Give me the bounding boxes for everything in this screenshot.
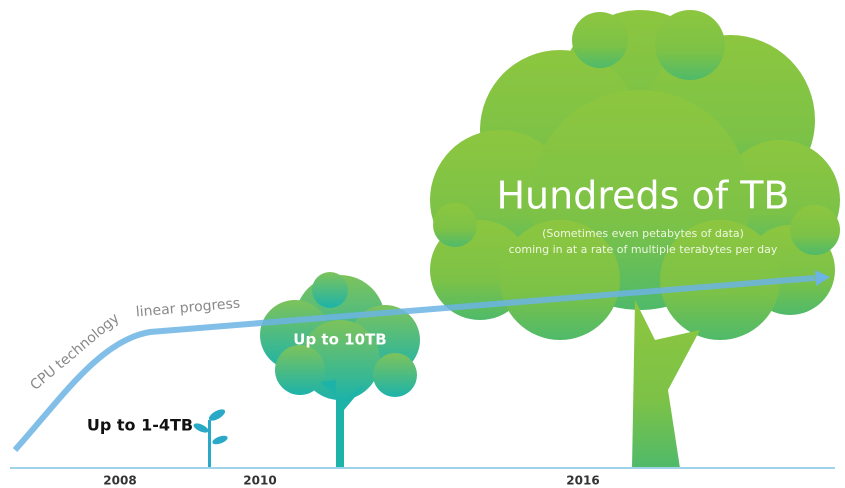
infographic: CPU technology linear progress Up to 1-4… — [0, 0, 845, 488]
tree-title: Hundreds of TB — [496, 174, 789, 218]
tree-label: Up to 10TB — [293, 331, 386, 349]
year-label: 2008 — [103, 474, 136, 488]
year-label: 2016 — [566, 474, 599, 488]
tree-label: Up to 1-4TB — [87, 416, 193, 435]
curve-label: linear progress — [135, 295, 240, 320]
tree-note: coming in at a rate of multiple terabyte… — [509, 243, 778, 256]
sapling — [192, 407, 228, 468]
tree-note: (Sometimes even petabytes of data) — [542, 227, 744, 240]
medium-tree — [260, 272, 420, 468]
year-label: 2010 — [243, 474, 276, 488]
